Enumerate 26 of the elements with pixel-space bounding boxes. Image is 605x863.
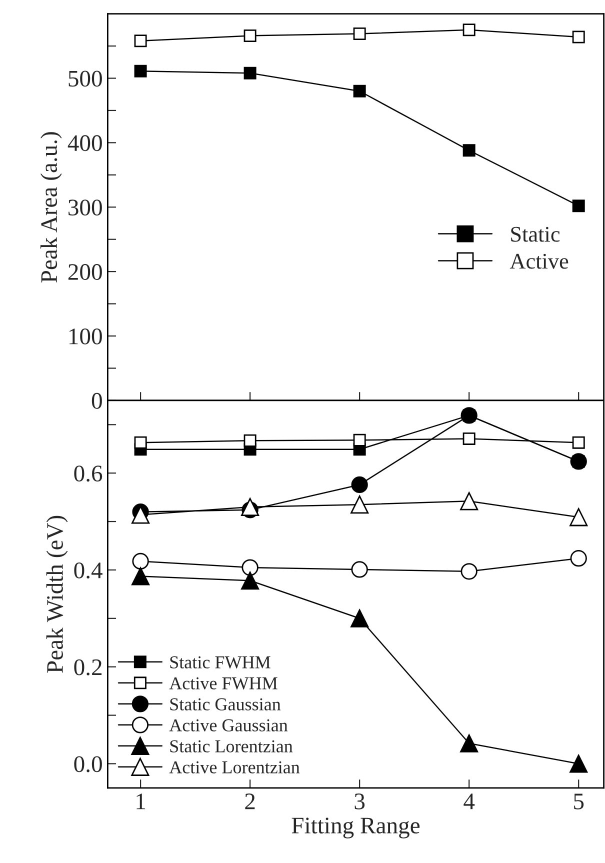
y-axis-title: Peak Area (a.u.) — [40, 132, 62, 282]
y-tick-label: 300 — [68, 200, 102, 216]
x-tick-label: 4 — [464, 794, 475, 810]
y-tick-label: 400 — [68, 135, 102, 152]
y-tick-label: 0.6 — [74, 466, 102, 482]
legend-label: Active Lorentzian — [169, 761, 300, 774]
y-tick-label: 0 — [92, 392, 102, 409]
x-tick-label: 5 — [574, 794, 584, 810]
x-tick-label: 1 — [136, 794, 146, 810]
y-tick-label: 200 — [68, 264, 102, 280]
legend-label: Active — [510, 254, 568, 269]
legend-label: Static Lorentzian — [170, 740, 293, 752]
x-axis-title: Fitting Range — [292, 818, 420, 838]
x-tick-label: 2 — [245, 794, 255, 810]
y-tick-label: 0.4 — [74, 562, 102, 578]
legend-label: Active FWHM — [169, 677, 278, 690]
legend-label: Static FWHM — [170, 656, 270, 669]
y-tick-label: 100 — [69, 328, 102, 344]
legend-label: Static Gaussian — [170, 698, 281, 710]
y-tick-label: 0.0 — [74, 756, 102, 772]
y-tick-label: 500 — [68, 70, 102, 87]
y-axis-title: Peak Width (eV) — [46, 516, 68, 673]
y-tick-label: 0.2 — [74, 659, 102, 676]
x-tick-label: 3 — [354, 794, 365, 810]
legend-label: Active Gaussian — [169, 719, 288, 732]
legend-label: Static — [511, 226, 560, 242]
